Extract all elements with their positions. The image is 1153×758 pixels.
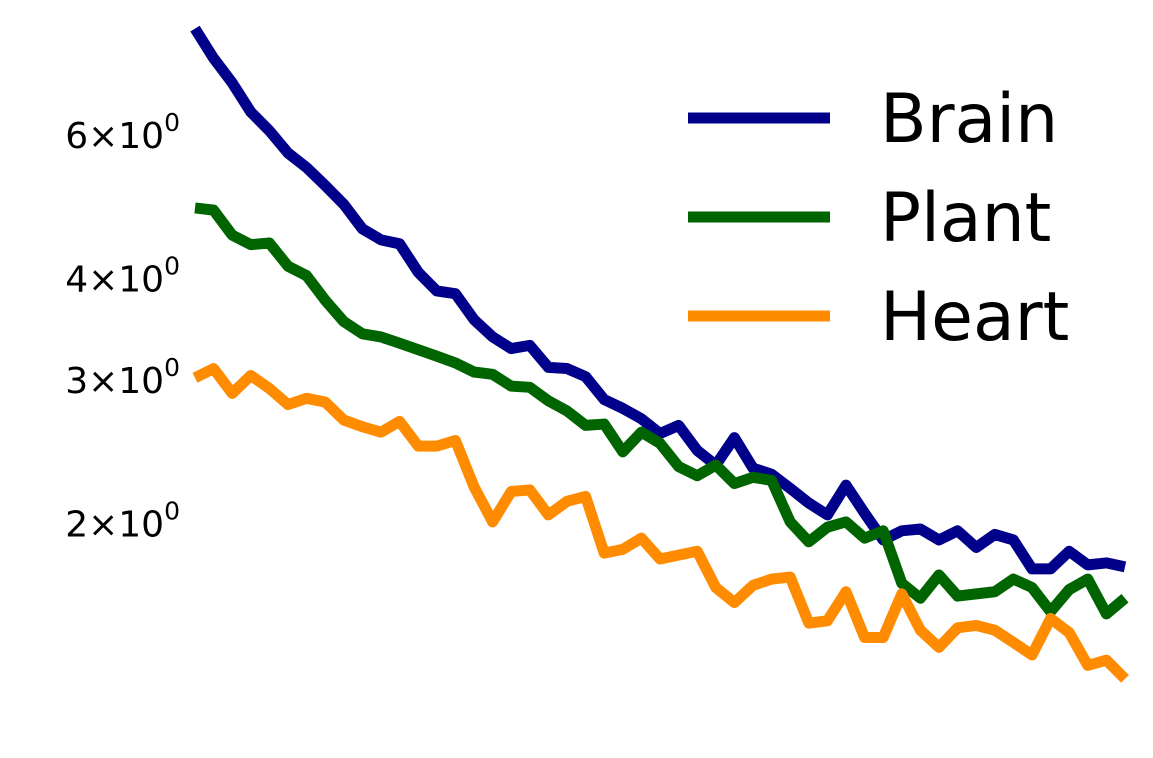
y-axis-tick-labels: 2×100 3×100 4×100 6×100	[65, 108, 180, 546]
series-line-plant	[194, 202, 1129, 620]
plot-area	[190, 25, 1129, 683]
y-tick-label: 4×100	[65, 251, 180, 300]
series-line-brain	[190, 25, 1127, 575]
legend-label: Brain	[880, 80, 1058, 159]
legend-item-heart: Heart	[688, 278, 1069, 357]
series-line-heart	[192, 363, 1129, 683]
legend-item-brain: Brain	[688, 80, 1058, 159]
y-tick-label: 3×100	[65, 353, 180, 402]
legend-label: Plant	[880, 179, 1051, 258]
legend: Brain Plant Heart	[688, 80, 1069, 357]
y-tick-label: 6×100	[65, 108, 180, 157]
y-tick-label: 2×100	[65, 497, 180, 546]
legend-label: Heart	[880, 278, 1069, 357]
legend-item-plant: Plant	[688, 179, 1051, 258]
